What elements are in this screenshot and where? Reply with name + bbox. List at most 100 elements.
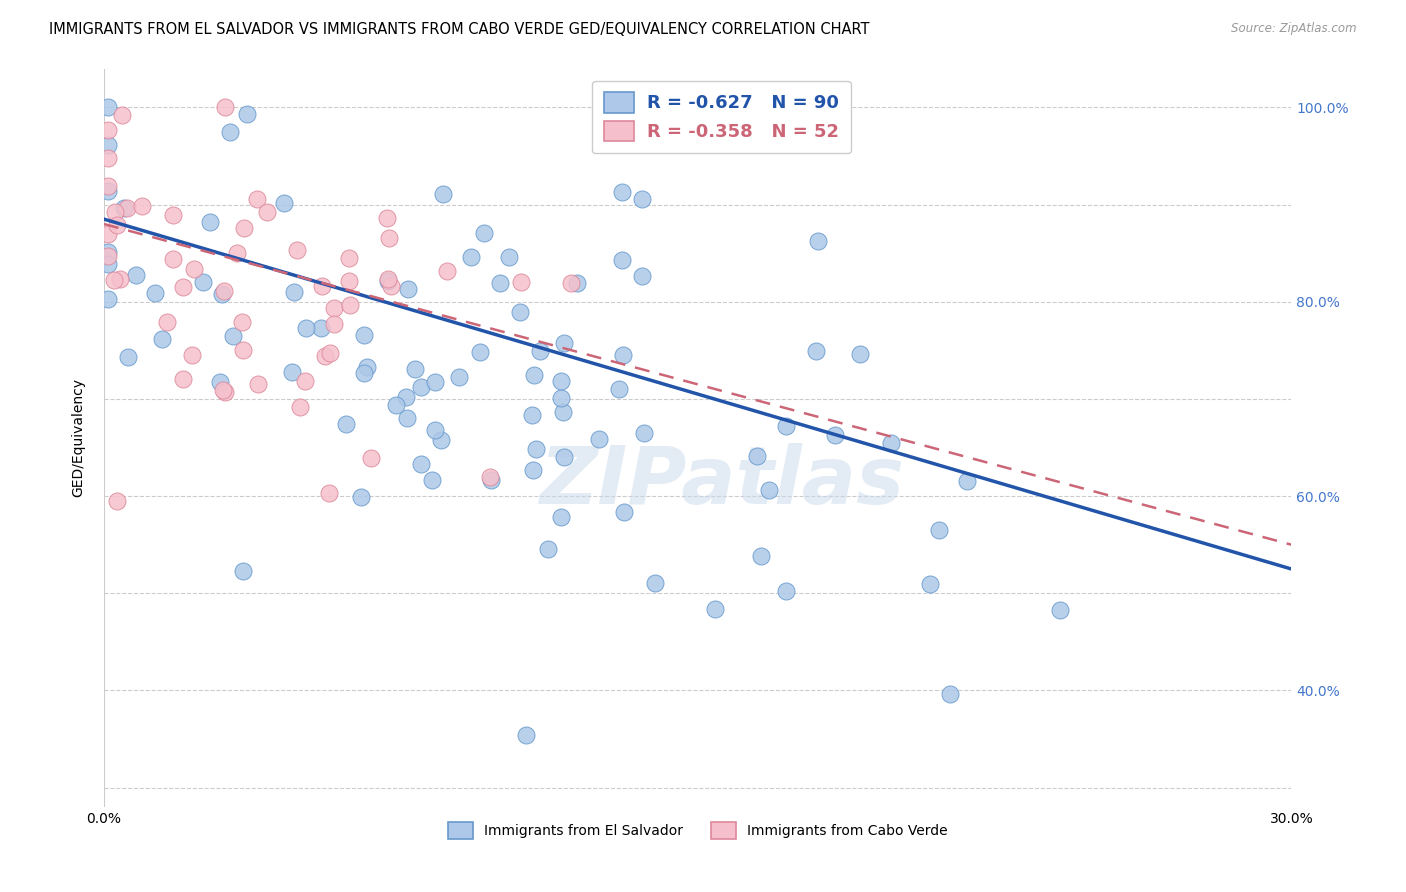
Point: [211, 383, 233, 397]
Point: [97, 227, 120, 242]
Point: [97, 184, 120, 198]
Point: [103, 273, 125, 287]
Point: [631, 192, 654, 206]
Point: [481, 473, 503, 487]
Point: [425, 423, 447, 437]
Point: [567, 276, 589, 290]
Point: [97, 178, 120, 193]
Point: [1049, 602, 1071, 616]
Point: [112, 201, 135, 215]
Point: [758, 483, 780, 498]
Point: [509, 305, 531, 319]
Point: [550, 392, 572, 406]
Point: [422, 473, 444, 487]
Point: [353, 328, 375, 343]
Point: [143, 286, 166, 301]
Point: [117, 202, 139, 216]
Text: IMMIGRANTS FROM EL SALVADOR VS IMMIGRANTS FROM CABO VERDE GED/EQUIVALENCY CORREL: IMMIGRANTS FROM EL SALVADOR VS IMMIGRANT…: [49, 22, 870, 37]
Point: [350, 490, 373, 504]
Point: [97, 244, 120, 259]
Y-axis label: GED/Equivalency: GED/Equivalency: [72, 378, 86, 497]
Point: [231, 315, 253, 329]
Point: [537, 541, 560, 556]
Text: Source: ZipAtlas.com: Source: ZipAtlas.com: [1232, 22, 1357, 36]
Point: [553, 450, 575, 464]
Point: [290, 400, 312, 414]
Point: [117, 350, 139, 364]
Point: [612, 252, 634, 267]
Point: [607, 382, 630, 396]
Point: [356, 360, 378, 375]
Point: [219, 125, 242, 139]
Point: [644, 576, 666, 591]
Point: [385, 398, 408, 412]
Point: [246, 192, 269, 206]
Point: [280, 365, 302, 379]
Point: [236, 106, 259, 120]
Point: [97, 151, 120, 165]
Point: [323, 317, 346, 331]
Point: [222, 329, 245, 343]
Point: [918, 576, 941, 591]
Point: [449, 370, 471, 384]
Point: [550, 374, 572, 388]
Point: [395, 411, 418, 425]
Point: [704, 602, 727, 616]
Point: [311, 279, 333, 293]
Point: [409, 380, 432, 394]
Point: [150, 332, 173, 346]
Point: [198, 215, 221, 229]
Point: [396, 282, 419, 296]
Point: [380, 278, 402, 293]
Point: [97, 249, 120, 263]
Point: [105, 493, 128, 508]
Point: [524, 442, 547, 456]
Point: [423, 375, 446, 389]
Point: [928, 523, 950, 537]
Point: [378, 231, 401, 245]
Point: [522, 463, 544, 477]
Point: [155, 315, 177, 329]
Text: ZIPatlas: ZIPatlas: [538, 443, 904, 521]
Point: [395, 390, 418, 404]
Point: [550, 509, 572, 524]
Point: [256, 205, 278, 219]
Point: [807, 234, 830, 248]
Point: [633, 425, 655, 440]
Point: [322, 301, 344, 315]
Point: [955, 474, 977, 488]
Point: [612, 348, 634, 362]
Point: [551, 405, 574, 419]
Point: [745, 449, 768, 463]
Point: [294, 321, 316, 335]
Point: [294, 374, 316, 388]
Point: [849, 347, 872, 361]
Point: [105, 218, 128, 232]
Point: [285, 244, 308, 258]
Point: [430, 434, 453, 448]
Point: [97, 138, 120, 153]
Point: [131, 199, 153, 213]
Point: [214, 100, 236, 114]
Point: [97, 100, 120, 114]
Point: [515, 728, 537, 742]
Point: [181, 349, 204, 363]
Point: [939, 687, 962, 701]
Point: [353, 366, 375, 380]
Point: [806, 344, 828, 359]
Point: [232, 343, 254, 358]
Point: [775, 418, 797, 433]
Point: [226, 245, 249, 260]
Point: [208, 375, 231, 389]
Point: [880, 435, 903, 450]
Point: [824, 428, 846, 442]
Point: [273, 196, 295, 211]
Point: [214, 385, 236, 400]
Point: [212, 284, 235, 298]
Point: [377, 272, 399, 286]
Point: [520, 408, 543, 422]
Point: [460, 250, 482, 264]
Point: [337, 252, 360, 266]
Point: [529, 344, 551, 359]
Point: [498, 250, 520, 264]
